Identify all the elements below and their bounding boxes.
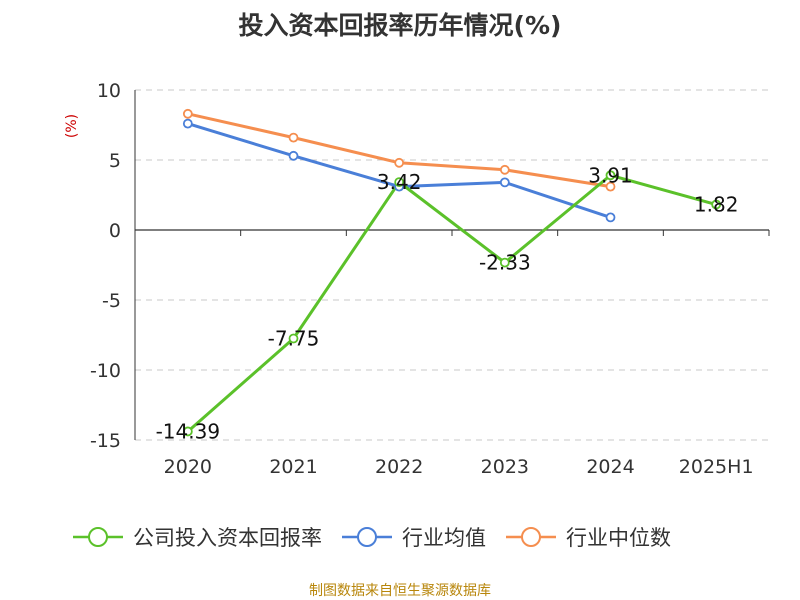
axes: 10 5 0 -5 -10 -15 2020 2021 2022 2023 2024 2025H1 (%… <box>64 80 770 478</box>
y-tick-label: 10 <box>97 80 121 102</box>
grid <box>135 89 769 441</box>
series-point <box>499 177 510 188</box>
legend-marker <box>88 527 108 547</box>
legend-label[interactable]: 公司投入资本回报率 <box>133 526 322 550</box>
y-tick-label: 5 <box>109 150 121 172</box>
data-label: -14.39 <box>156 419 220 443</box>
series-point <box>288 150 299 161</box>
series-point <box>182 118 193 129</box>
series-point <box>288 132 299 143</box>
y-tick-label: 0 <box>109 220 121 242</box>
chart-title: 投入资本回报率历年情况(%) <box>238 11 562 40</box>
series-point <box>394 177 405 188</box>
data-label: -2.33 <box>479 251 531 275</box>
data-label: -7.75 <box>268 327 320 351</box>
y-axis-label: (%) <box>64 114 80 138</box>
series-point <box>711 199 722 210</box>
legend-label[interactable]: 行业均值 <box>402 526 486 550</box>
data-label: 1.82 <box>694 193 739 217</box>
x-tick-label: 2021 <box>269 456 317 478</box>
legend-marker <box>357 527 377 547</box>
series-line <box>186 173 717 433</box>
y-tick-label: -10 <box>90 360 121 382</box>
series-points <box>182 108 722 437</box>
legend-marker <box>521 527 541 547</box>
data-labels: -14.39 -7.75 3.42 -2.33 3.91 1.82 <box>156 163 739 443</box>
data-label: 3.42 <box>377 170 422 194</box>
series-point <box>499 164 510 175</box>
series-point <box>605 181 616 192</box>
x-tick-label: 2024 <box>586 456 634 478</box>
series-point <box>182 426 193 437</box>
series-point <box>288 333 299 344</box>
data-label: 3.91 <box>588 163 633 187</box>
y-tick-label: -5 <box>102 290 121 312</box>
series-point <box>605 170 616 181</box>
legend-label[interactable]: 行业中位数 <box>566 526 671 550</box>
series-point <box>182 108 193 119</box>
series-point <box>605 212 616 223</box>
series-point <box>499 257 510 268</box>
y-tick-label: -15 <box>90 430 121 452</box>
legend[interactable]: 公司投入资本回报率 行业均值 行业中位数 <box>73 526 671 550</box>
series-lines <box>186 112 717 433</box>
series-point <box>394 157 405 168</box>
x-tick-label: 2025H1 <box>679 456 754 478</box>
source-note: 制图数据来自恒生聚源数据库 <box>309 583 491 599</box>
x-tick-label: 2020 <box>164 456 212 478</box>
x-tick-label: 2022 <box>375 456 423 478</box>
x-tick-label: 2023 <box>481 456 529 478</box>
